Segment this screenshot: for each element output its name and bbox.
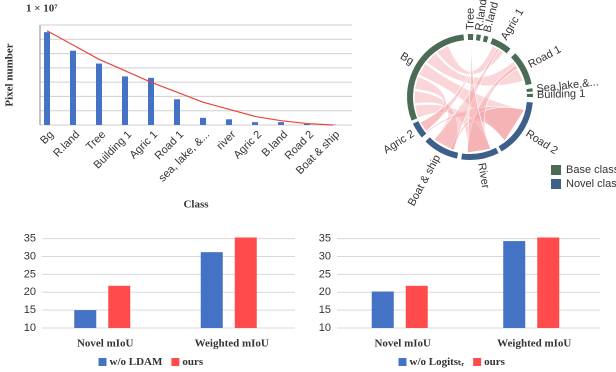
trend-line [46,30,334,126]
chord-label: Agric 2 [381,128,416,157]
x-tick-label: Novel mIoU [77,338,134,350]
y-tick-label: 10 [319,322,331,334]
bar [252,122,258,125]
legend-label: Base class [566,164,616,176]
bar [226,119,232,125]
chord-ribbon [433,47,500,152]
chord-ribbon [425,52,525,87]
chord-label: Building 1 [537,88,586,101]
legend-swatch [551,179,561,189]
chord-label: River [475,162,491,190]
bar [96,63,102,125]
y-tick-label: 15 [319,304,331,316]
bar [122,76,128,125]
bar [44,32,50,126]
x-tick-label: Agric 2 [231,129,264,162]
chord-label: Bg [398,50,416,67]
bar [537,237,560,328]
y-tick-label: 15 [24,304,36,316]
y-axis-label: Pixel number [4,43,16,106]
chord-label: R.land [473,0,489,31]
y-tick-label: 30 [24,250,36,262]
legend-label: ours [484,356,506,368]
y-tick-label: 25 [319,268,331,280]
x-tick-label: Weighted mIoU [497,338,571,350]
y-tick-label: 20 [24,286,36,298]
legend-label: w/o Logitsₜᵣ [410,356,465,368]
bar [174,99,180,125]
y-tick-label: 20 [319,286,331,298]
x-tick-label: Bg [38,129,56,147]
legend-label: ours [182,356,204,368]
bar [70,50,76,125]
legend-label: Novel class [566,178,616,190]
bar [278,122,284,125]
y-tick-label: 25 [24,268,36,280]
bar [503,241,526,328]
chord-arc [490,38,511,54]
bar [74,310,97,328]
x-tick-label: R.land [51,129,82,160]
chord-label: Road 1 [526,44,563,71]
legend-label: w/o LDAM [110,356,163,368]
legend-swatch [98,358,107,366]
chord-ribbon [466,40,492,154]
chord-label: Boat & ship [406,153,443,208]
bar [405,285,428,328]
chord-arc [407,34,465,121]
bar [200,117,206,125]
bar [200,252,223,328]
chord-label: Tree [464,8,476,30]
chord-arc [510,53,532,86]
bar [108,285,131,328]
x-tick-label: Weighted mIoU [195,338,269,350]
chord-arc [412,121,427,138]
bar [304,124,310,125]
y-tick-label: 35 [24,232,36,244]
chord-arc [482,35,489,43]
legend-swatch [551,165,561,175]
y-tick-label: 10 [24,322,36,334]
y-tick-label: 35 [319,232,331,244]
chord-label: Road 2 [523,128,559,157]
x-axis-label: Class [183,199,209,211]
x-tick-label: Novel mIoU [374,338,431,350]
chord-label: Agric 1 [499,7,527,43]
legend-swatch [473,358,482,366]
bar [371,291,394,328]
chord-arc [461,147,499,160]
bar [234,237,257,328]
y-tick-label: 30 [319,250,331,262]
chord-arc [475,34,481,41]
y-multiplier: 1 × 10⁷ [26,3,58,15]
chord-ribbon [436,45,505,75]
legend-swatch [398,358,407,366]
chord-arc [425,137,459,159]
chord-arc [498,101,533,152]
legend-swatch [171,358,180,366]
bar [148,77,154,125]
